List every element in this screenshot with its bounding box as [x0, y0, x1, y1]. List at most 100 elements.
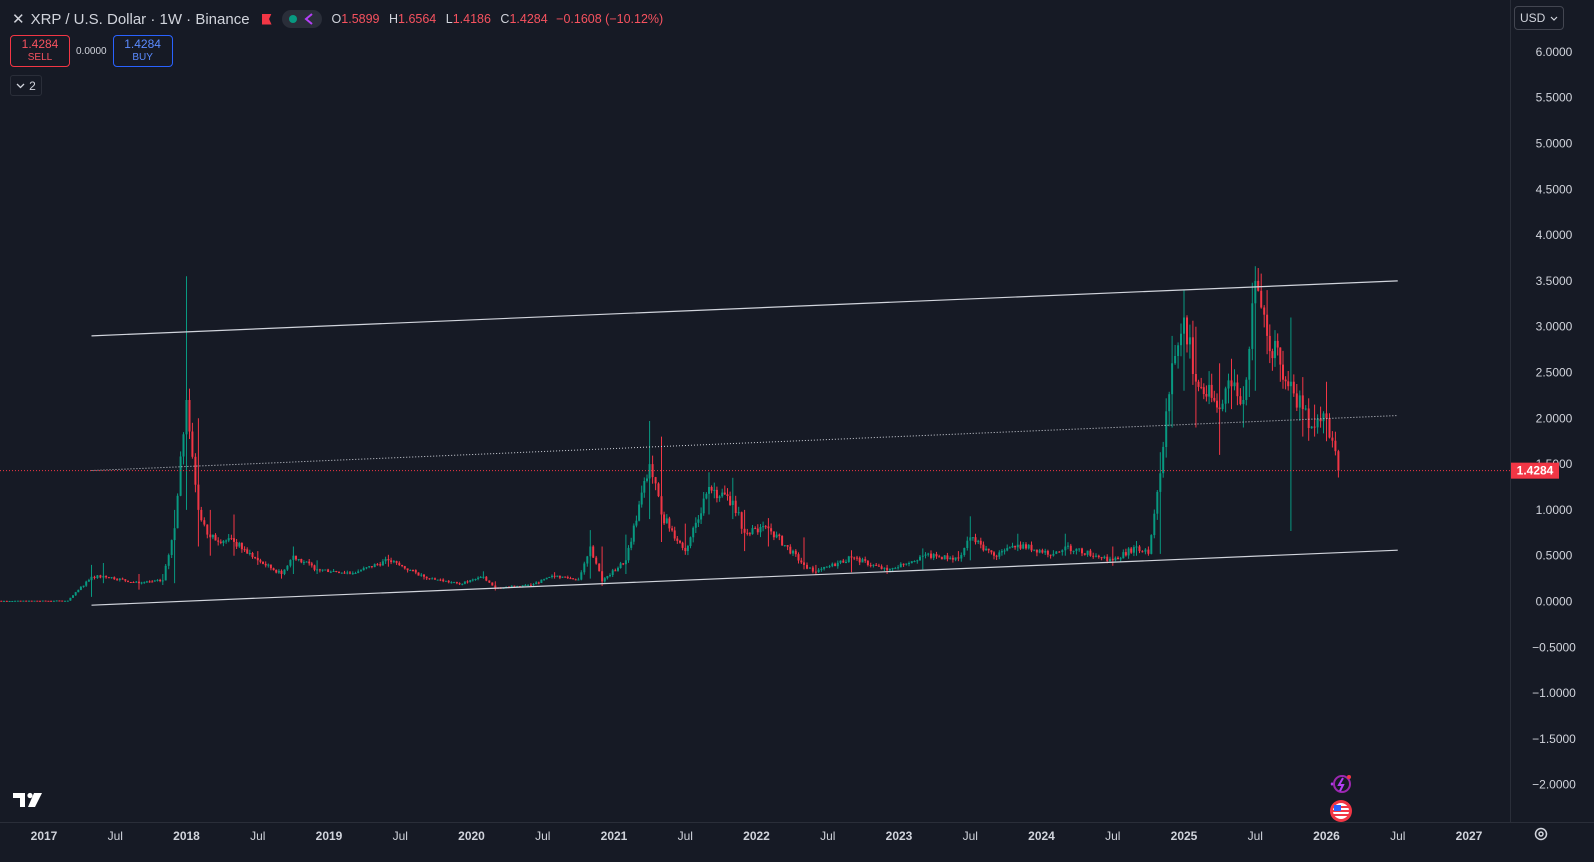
candle-body	[368, 566, 371, 568]
time-tick-label: 2022	[743, 829, 770, 843]
candle-body	[450, 582, 453, 584]
candle-body	[362, 568, 365, 571]
candle-body	[286, 565, 289, 570]
candle-body	[455, 582, 458, 584]
price-tick-label: 5.0000	[1536, 137, 1573, 151]
candle-body	[28, 600, 30, 602]
candle-body	[684, 547, 687, 552]
candle-body	[107, 577, 110, 579]
candle-body	[1078, 548, 1081, 550]
candle-body	[153, 580, 156, 582]
candle-body	[316, 569, 319, 571]
candle-body	[825, 566, 828, 568]
channel-line-middle[interactable]	[91, 415, 1398, 472]
time-tick-label: 2017	[31, 829, 58, 843]
candle-body	[1325, 413, 1328, 419]
candle-body	[409, 570, 412, 571]
time-tick-label: 2027	[1456, 829, 1483, 843]
channel-line-upper[interactable]	[91, 280, 1398, 337]
candle-body	[50, 600, 53, 602]
candle-body	[817, 569, 820, 573]
candle-body	[420, 574, 423, 576]
candle-body	[324, 569, 327, 571]
candle-body	[329, 571, 332, 573]
candle-body	[22, 600, 25, 602]
candle-body	[1147, 549, 1150, 554]
sparkle-lightning-icon[interactable]	[1327, 772, 1355, 796]
price-axis[interactable]: 6.0000 5.5000 5.0000 4.5000 4.0000 3.5000 3.00…	[1511, 0, 1594, 822]
candle-body	[151, 581, 154, 583]
price-tick-label: 0.5000	[1536, 549, 1573, 563]
buy-button[interactable]: 1.4284 BUY	[112, 35, 173, 67]
candle-body	[651, 464, 654, 478]
market-status-pill[interactable]	[281, 10, 322, 28]
indicators-toggle-button[interactable]: 2	[10, 75, 42, 96]
candle-body	[872, 564, 875, 566]
symbol-title[interactable]: XRP / U.S. Dollar · 1W · Binance	[30, 10, 250, 28]
candle-body	[971, 537, 974, 539]
time-axis[interactable]: 2017 Jul 2018 Jul 2019 Jul 2020 Jul 2021 Jul 2022 J…	[0, 822, 1594, 862]
currency-select[interactable]: USD	[1514, 6, 1564, 30]
candle-body	[116, 579, 119, 581]
settings-gear-icon[interactable]	[1533, 826, 1549, 842]
time-tick-label: Jul	[1390, 829, 1405, 843]
candle-body	[537, 582, 540, 584]
candle-body	[850, 556, 853, 558]
candle-body	[335, 571, 338, 572]
candle-body	[951, 557, 954, 560]
price-chart[interactable]	[0, 0, 1510, 822]
candle-body	[908, 563, 910, 564]
candle-body	[222, 541, 225, 543]
candle-body	[646, 478, 648, 481]
candle-body	[1069, 545, 1072, 552]
ohlc-values: O1.5899 H1.6564 L1.4186 C1.4284 −0.1608 …	[326, 12, 664, 26]
candle-body	[412, 570, 414, 571]
sell-button[interactable]: 1.4284 SELL	[10, 35, 70, 67]
candle-body	[957, 557, 960, 559]
candle-body	[1153, 513, 1156, 536]
close-icon[interactable]: ✕	[12, 11, 25, 28]
spread-value: 0.0000	[76, 45, 107, 57]
candle-body	[1156, 491, 1159, 514]
candle-body	[1044, 550, 1047, 553]
candle-body	[853, 557, 856, 559]
candle-body	[1022, 544, 1025, 549]
candle-body	[751, 528, 754, 535]
candle-body	[808, 567, 811, 569]
candle-body	[425, 576, 428, 579]
flag-icon[interactable]	[261, 13, 272, 25]
candle-body	[197, 484, 200, 510]
currency-label: USD	[1520, 11, 1546, 25]
candle-body	[297, 559, 300, 560]
candle-body	[1304, 408, 1307, 410]
time-tick-label: Jul	[1105, 829, 1120, 843]
candle-body	[318, 569, 321, 571]
candle-body	[1298, 395, 1301, 408]
candle-body	[74, 592, 77, 596]
candle-body	[513, 585, 516, 587]
candle-body	[943, 555, 946, 560]
candle-body	[963, 548, 966, 555]
candle-body	[1092, 555, 1095, 557]
candle-body	[124, 579, 127, 581]
candle-body	[648, 464, 651, 479]
candle-body	[1162, 446, 1165, 474]
candle-body	[589, 546, 592, 557]
channel-line-lower[interactable]	[91, 549, 1398, 606]
candle-body	[370, 566, 373, 568]
candle-body	[681, 542, 684, 548]
candle-body	[16, 600, 19, 602]
us-flag-icon[interactable]	[1326, 798, 1354, 824]
candle-body	[1000, 551, 1003, 553]
ohlc-close-key: C	[500, 12, 510, 26]
tradingview-logo-icon[interactable]	[12, 790, 44, 810]
symbol-legend: ✕ XRP / U.S. Dollar · 1W · Binance O1.58…	[12, 9, 663, 29]
candle-body	[713, 489, 716, 491]
candle-body	[927, 553, 930, 555]
candle-body	[676, 538, 679, 541]
chart-pane[interactable]: ✕ XRP / U.S. Dollar · 1W · Binance O1.58…	[0, 0, 1511, 822]
candle-body	[1200, 386, 1203, 388]
candle-body	[1086, 550, 1089, 555]
candle-body	[211, 534, 214, 538]
candle-body	[938, 556, 941, 558]
